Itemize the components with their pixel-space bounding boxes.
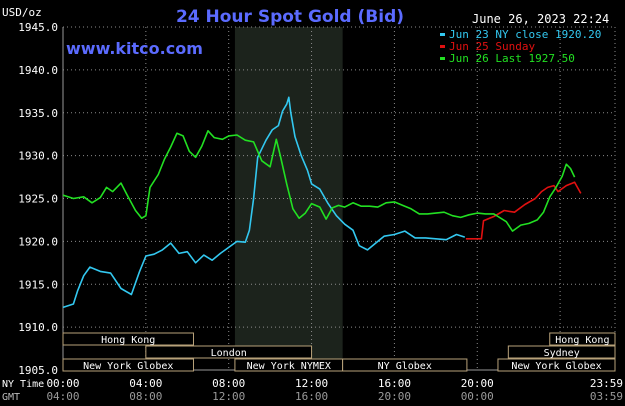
session-label: Hong Kong [101, 335, 155, 346]
x-row-label-gmt: GMT [2, 392, 20, 403]
y-tick-label: 1925.0 [18, 193, 58, 206]
x-tick-label-ny: 20:00 [461, 377, 494, 390]
chart-title: 24 Hour Spot Gold (Bid) [176, 7, 404, 27]
x-tick-label-gmt: 16:00 [295, 390, 328, 403]
series-line [62, 96, 466, 309]
session-label: New York NYMEX [247, 361, 331, 372]
y-unit-label: USD/oz [2, 6, 42, 19]
x-tick-label-ny: 16:00 [378, 377, 411, 390]
x-tick-label-ny: 04:00 [129, 377, 162, 390]
legend-label: Jun 25 Sunday [449, 40, 535, 53]
session-bar [342, 358, 468, 372]
legend-label: Jun 23 NY close 1920.20 [449, 28, 601, 41]
x-tick-label-gmt: 00:00 [461, 390, 494, 403]
session-bar [62, 332, 194, 346]
y-tick-label: 1945.0 [18, 21, 58, 34]
legend-label: Jun 26 Last 1927.50 [449, 52, 575, 65]
x-row-label-ny: NY Time [2, 379, 44, 390]
session-label: NY Globex [378, 361, 432, 372]
y-tick-label: 1930.0 [18, 150, 58, 163]
y-tick-label: 1920.0 [18, 235, 58, 248]
session-bar [145, 345, 313, 359]
session-label: Hong Kong [555, 335, 609, 346]
session-bar [497, 358, 616, 372]
timestamp: June 26, 2023 22:24 [472, 12, 609, 26]
y-tick-label: 1915.0 [18, 278, 58, 291]
x-tick-label-gmt: 04:00 [46, 390, 79, 403]
y-tick-label: 1910.0 [18, 321, 58, 334]
session-label: New York Globex [511, 361, 601, 372]
session-label: London [211, 348, 247, 359]
x-tick-label-gmt: 12:00 [212, 390, 245, 403]
legend-swatch [440, 45, 445, 48]
session-bar [549, 332, 616, 346]
series-line [62, 130, 576, 232]
y-tick-label: 1940.0 [18, 64, 58, 77]
session-label: Sydney [544, 348, 580, 359]
session-bars: Hong Kong Hong Kong London Sydney New York G… [62, 332, 616, 372]
session-bar [62, 358, 194, 372]
x-tick-label-ny: 12:00 [295, 377, 328, 390]
x-tick-label-gmt: 03:59 [590, 390, 623, 403]
y-tick-labels: 1905.0 1910.0 1915.0 1920.0 1925.0 1930.0 1935… [18, 21, 58, 377]
y-tick-label: 1935.0 [18, 107, 58, 120]
x-tick-label-ny: 00:00 [46, 377, 79, 390]
watermark: www.kitco.com [66, 39, 203, 58]
x-tick-label-gmt: 20:00 [378, 390, 411, 403]
series-lines [62, 96, 582, 309]
session-label: New York Globex [83, 361, 173, 372]
legend-swatch [440, 57, 445, 60]
series-line [465, 181, 582, 240]
session-bar [507, 345, 616, 359]
x-tick-label-gmt: 08:00 [129, 390, 162, 403]
x-tick-label-ny: 08:00 [212, 377, 245, 390]
legend-swatch [440, 33, 445, 36]
y-tick-label: 1905.0 [18, 364, 58, 377]
x-tick-label-ny: 23:59 [590, 377, 623, 390]
x-tick-labels: 00:00 04:00 08:00 12:00 16:00 20:00 23:5904:00… [46, 377, 623, 403]
